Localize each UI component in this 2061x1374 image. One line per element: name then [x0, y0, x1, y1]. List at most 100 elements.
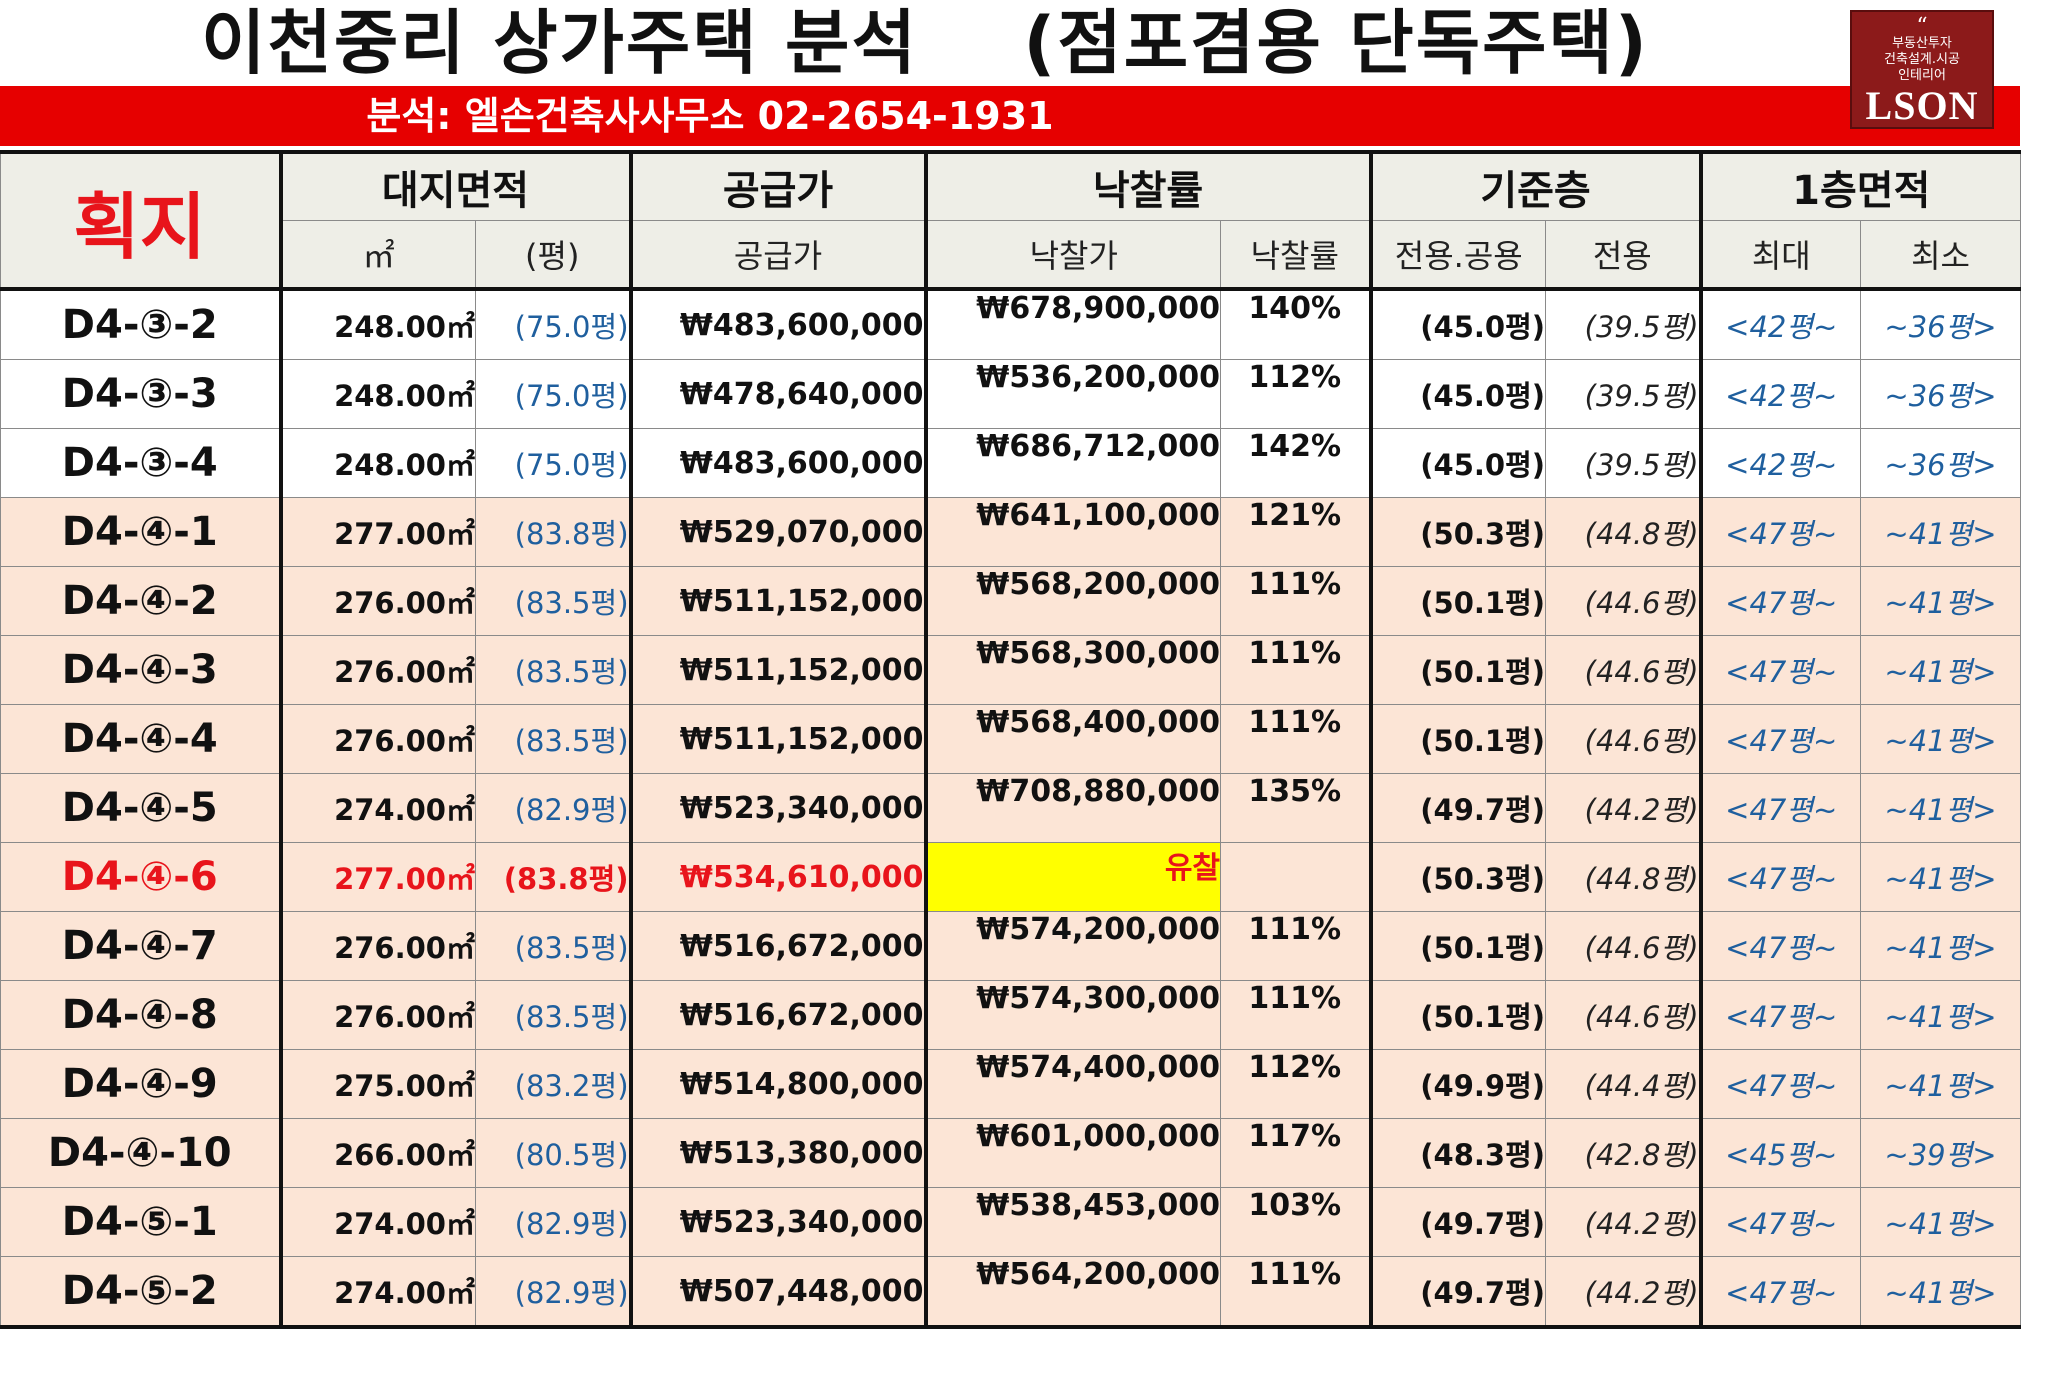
first-floor-min-cell: ~36평>	[1860, 288, 2022, 360]
bid-rate-cell: 103%	[1220, 1187, 1373, 1257]
bid-rate-cell: 111%	[1220, 635, 1373, 705]
base-floor-total-cell: (50.3평)	[1370, 497, 1547, 567]
base-floor-total-cell: (45.0평)	[1370, 288, 1547, 360]
land-area-sqm-cell: 277.00㎡	[280, 497, 476, 567]
base-floor-exclusive-cell: (44.2평)	[1545, 1187, 1703, 1257]
first-floor-min-cell: ~36평>	[1860, 428, 2022, 498]
header-row-sub: ㎡ (평) 공급가 낙찰가 낙찰률 전용.공용 전용 최대 최소	[1, 220, 2022, 291]
lot-cell: D4-④-2	[0, 566, 283, 636]
bid-rate-cell: 111%	[1220, 1256, 1373, 1329]
base-floor-total-cell: (50.1평)	[1370, 911, 1547, 981]
base-floor-total-cell: (50.1평)	[1370, 704, 1547, 774]
table-row: D4-③-2 248.00㎡ (75.0평) ₩483,600,000 ₩678,900…	[0, 288, 2022, 360]
first-floor-min-cell: ~41평>	[1860, 704, 2022, 774]
supply-price-cell: ₩483,600,000	[630, 428, 928, 498]
first-floor-max-cell: <42평~	[1700, 288, 1862, 360]
table-row: D4-⑤-1 274.00㎡ (82.9평) ₩523,340,000 ₩538,453…	[0, 1187, 2022, 1257]
land-area-sqm-cell: 248.00㎡	[280, 288, 476, 360]
land-area-sqm-cell: 276.00㎡	[280, 566, 476, 636]
land-area-pyeong-cell: (83.2평)	[474, 1049, 633, 1119]
base-floor-total-cell: (49.7평)	[1370, 1187, 1547, 1257]
lot-cell: D4-④-1	[0, 497, 283, 567]
base-floor-exclusive-cell: (44.2평)	[1545, 1256, 1703, 1329]
bid-price-cell: ₩574,400,000	[925, 1049, 1222, 1119]
base-floor-total-cell: (49.7평)	[1370, 1256, 1547, 1329]
lot-column-header: 획지	[0, 150, 283, 291]
first-floor-min-cell: ~41평>	[1860, 566, 2022, 636]
bid-price-subheader: 낙찰가	[925, 220, 1222, 291]
exclusive-area-subheader: 전용	[1545, 220, 1703, 291]
bid-rate-subheader: 낙찰률	[1220, 220, 1373, 291]
land-area-sqm-cell: 276.00㎡	[280, 704, 476, 774]
logo-brand: LSON	[1865, 83, 1979, 128]
header-row-group: 획지 대지면적 공급가 낙찰률 기준층 1층면적	[0, 150, 2022, 291]
first-floor-max-cell: <47평~	[1700, 497, 1862, 567]
base-floor-exclusive-cell: (44.6평)	[1545, 635, 1703, 705]
base-floor-total-cell: (48.3평)	[1370, 1118, 1547, 1188]
supply-price-cell: ₩478,640,000	[630, 359, 928, 429]
lot-cell: D4-③-2	[0, 288, 283, 360]
bid-rate-cell: 111%	[1220, 704, 1373, 774]
bid-price-cell: ₩574,300,000	[925, 980, 1222, 1050]
base-floor-total-cell: (49.9평)	[1370, 1049, 1547, 1119]
first-floor-min-cell: ~36평>	[1860, 359, 2022, 429]
table-row: D4-③-3 248.00㎡ (75.0평) ₩478,640,000 ₩536,200…	[0, 359, 2022, 429]
supply-price-cell: ₩514,800,000	[630, 1049, 928, 1119]
min-subheader: 최소	[1860, 220, 2022, 291]
land-area-header: 대지면적	[279, 150, 633, 221]
first-floor-max-cell: <42평~	[1700, 359, 1862, 429]
bid-rate-cell: 140%	[1220, 288, 1373, 360]
first-floor-max-cell: <47평~	[1700, 704, 1862, 774]
land-area-pyeong-cell: (82.9평)	[474, 773, 633, 843]
lot-cell: D4-③-4	[0, 428, 283, 498]
page-title: 이천중리 상가주택 분석 (점포겸용 단독주택)	[201, 2, 1649, 84]
analysis-banner-text: 분석: 엘손건축사사무소 02-2654-1931	[366, 94, 1054, 138]
lot-cell: D4-④-10	[0, 1118, 283, 1188]
base-floor-total-cell: (50.3평)	[1370, 842, 1547, 912]
bid-rate-cell: 112%	[1220, 1049, 1373, 1119]
land-area-sqm-cell: 248.00㎡	[280, 428, 476, 498]
first-floor-area-header: 1층면적	[1700, 150, 2022, 221]
supply-price-cell: ₩511,152,000	[630, 704, 928, 774]
lot-cell: D4-④-4	[0, 704, 283, 774]
land-area-pyeong-cell: (82.9평)	[474, 1187, 633, 1257]
bid-price-cell: ₩568,400,000	[925, 704, 1222, 774]
supply-price-header: 공급가	[630, 150, 928, 221]
base-floor-total-cell: (45.0평)	[1370, 359, 1547, 429]
bid-rate-cell: 111%	[1220, 911, 1373, 981]
table-body: D4-③-2 248.00㎡ (75.0평) ₩483,600,000 ₩678,900…	[0, 288, 2022, 1329]
bid-rate-cell: 121%	[1220, 497, 1373, 567]
land-area-pyeong-cell: (75.0평)	[474, 428, 633, 498]
bid-rate-cell	[1220, 842, 1373, 912]
first-floor-max-cell: <47평~	[1700, 635, 1862, 705]
table-row: D4-④-3 276.00㎡ (83.5평) ₩511,152,000 ₩568,300…	[0, 635, 2022, 705]
land-area-pyeong-cell: (82.9평)	[474, 1256, 633, 1329]
first-floor-max-cell: <42평~	[1700, 428, 1862, 498]
table-row: D4-④-8 276.00㎡ (83.5평) ₩516,672,000 ₩574,300…	[0, 980, 2022, 1050]
first-floor-max-cell: <47평~	[1700, 566, 1862, 636]
land-area-pyeong-cell: (83.5평)	[474, 635, 633, 705]
base-floor-exclusive-cell: (39.5평)	[1545, 359, 1703, 429]
table-row: D4-④-7 276.00㎡ (83.5평) ₩516,672,000 ₩574,200…	[0, 911, 2022, 981]
table-row: D4-⑤-2 274.00㎡ (82.9평) ₩507,448,000 ₩564,200…	[0, 1256, 2022, 1329]
first-floor-max-cell: <47평~	[1700, 1256, 1862, 1329]
first-floor-min-cell: ~41평>	[1860, 773, 2022, 843]
land-area-sqm-cell: 276.00㎡	[280, 911, 476, 981]
analysis-banner: 분석: 엘손건축사사무소 02-2654-1931	[0, 86, 2020, 146]
base-floor-exclusive-cell: (44.6평)	[1545, 704, 1703, 774]
lot-cell: D4-④-8	[0, 980, 283, 1050]
base-floor-exclusive-cell: (44.8평)	[1545, 497, 1703, 567]
base-floor-exclusive-cell: (44.2평)	[1545, 773, 1703, 843]
land-area-pyeong-cell: (83.5평)	[474, 566, 633, 636]
bid-price-cell: ₩568,200,000	[925, 566, 1222, 636]
logo-quote-mark: “	[1916, 14, 1928, 39]
base-floor-header: 기준층	[1370, 150, 1703, 221]
bid-price-cell: ₩536,200,000	[925, 359, 1222, 429]
total-area-subheader: 전용.공용	[1370, 220, 1547, 291]
base-floor-total-cell: (50.1평)	[1370, 566, 1547, 636]
base-floor-exclusive-cell: (44.6평)	[1545, 566, 1703, 636]
first-floor-min-cell: ~41평>	[1860, 635, 2022, 705]
lot-cell: D4-④-5	[0, 773, 283, 843]
sqm-subheader: ㎡	[280, 220, 476, 291]
max-subheader: 최대	[1700, 220, 1862, 291]
